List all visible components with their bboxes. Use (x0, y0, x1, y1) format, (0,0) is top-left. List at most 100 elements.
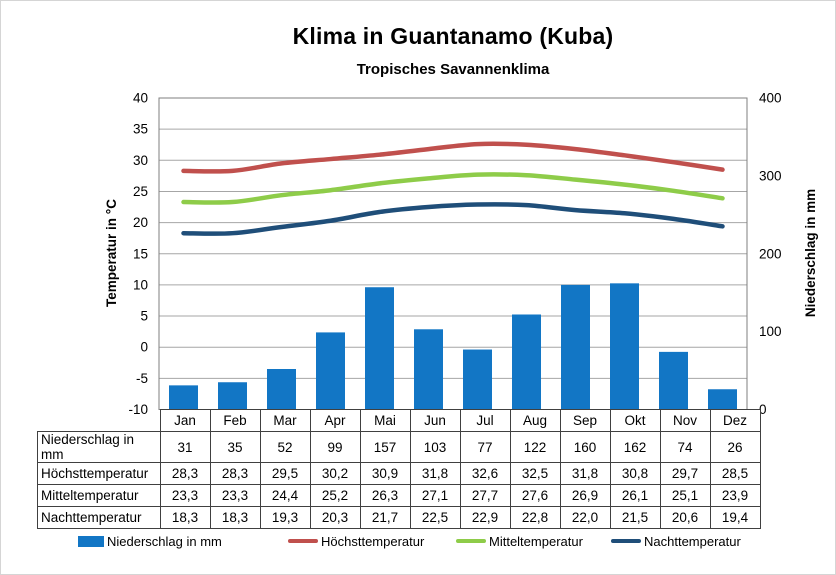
legend-item: Mitteltemperatur (456, 532, 583, 550)
table-value-cell: 157 (359, 431, 411, 463)
table-row: Nachttemperatur 18,3 18,3 19,3 20,3 21,7 22,5 2… (37, 506, 761, 529)
table-value-cell: 162 (609, 431, 661, 463)
table-value-cell: 24,4 (259, 484, 311, 507)
table-value-cell: 22,0 (559, 506, 611, 529)
table-value-cell: 52 (259, 431, 311, 463)
table-value-cell: 21,7 (359, 506, 411, 529)
table-value-cell: 77 (459, 431, 511, 463)
mean-temp-line (181, 172, 725, 205)
table-value-cell: 32,6 (459, 462, 511, 485)
table-month-header-cell: Dez (709, 409, 761, 432)
precipitation-bar (218, 382, 247, 410)
legend-label: Niederschlag in mm (107, 533, 222, 549)
table-value-cell: 22,8 (509, 506, 561, 529)
max-temp-line (181, 141, 725, 174)
y-axis-left-tick-label: 15 (133, 246, 148, 261)
table-value-cell: 28,3 (159, 462, 211, 485)
table-month-header-cell: Jul (459, 409, 511, 432)
table-value-cell: 35 (209, 431, 261, 463)
precipitation-bar (316, 332, 345, 410)
chart-subtitle: Tropisches Savannenklima (356, 61, 550, 78)
y-axis-left-tick-label: 35 (133, 122, 148, 137)
y-axis-left-tick-label: 10 (133, 277, 148, 292)
table-value-cell: 23,9 (709, 484, 761, 507)
table-value-cell: 31 (159, 431, 211, 463)
table-row-label: Mitteltemperatur (37, 484, 161, 507)
table-value-cell: 103 (409, 431, 461, 463)
y-axis-right-tick-label: 300 (759, 168, 782, 183)
table-value-cell: 30,9 (359, 462, 411, 485)
night-temp-line (181, 202, 725, 236)
table-value-cell: 26,1 (609, 484, 661, 507)
table-value-cell: 23,3 (209, 484, 261, 507)
legend-item: Nachttemperatur (611, 532, 741, 550)
table-month-header-cell: Jun (409, 409, 461, 432)
table-month-header-cell: Jan (159, 409, 211, 432)
table-value-cell: 26,9 (559, 484, 611, 507)
y-axis-right-title: Niederschlag in mm (803, 188, 818, 318)
y-axis-left-tick-label: 0 (140, 340, 148, 355)
legend: Niederschlag in mm Höchsttemperatur Mittel… (1, 532, 835, 552)
table-row: Mitteltemperatur 23,3 23,3 24,4 25,2 26,3 27,1… (37, 484, 761, 507)
table-value-cell: 22,9 (459, 506, 511, 529)
legend-item: Niederschlag in mm (78, 532, 222, 550)
precipitation-bar (414, 329, 443, 410)
precipitation-bar (659, 351, 688, 410)
y-axis-left-tick-label: 30 (133, 153, 148, 168)
y-axis-left-tick-label: -10 (128, 402, 148, 417)
table-value-cell: 27,6 (509, 484, 561, 507)
table-month-header-cell: Feb (209, 409, 261, 432)
table-month-header-cell: Okt (609, 409, 661, 432)
table-value-cell: 20,6 (659, 506, 711, 529)
table-row-label: Höchsttemperatur (37, 462, 161, 485)
table-month-header-cell: Sep (559, 409, 611, 432)
climate-table: Jan Feb Mar Apr Mai Jun Jul Aug Sep Okt Nov Dez Nied… (37, 409, 761, 529)
y-axis-left-tick-label: 5 (140, 309, 148, 324)
table-value-cell: 31,8 (559, 462, 611, 485)
precipitation-bar (561, 284, 590, 410)
y-axis-left-title: Temperatur in °C (104, 199, 119, 307)
table-month-header-cell: Apr (309, 409, 361, 432)
table-month-header-cell: Mai (359, 409, 411, 432)
legend-line-swatch-icon (456, 538, 486, 544)
table-value-cell: 22,5 (409, 506, 461, 529)
legend-label: Mitteltemperatur (489, 533, 583, 549)
table-month-header-cell: Aug (509, 409, 561, 432)
table-value-cell: 19,4 (709, 506, 761, 529)
table-blank-corner (38, 410, 161, 432)
table-value-cell: 19,3 (259, 506, 311, 529)
table-value-cell: 32,5 (509, 462, 561, 485)
legend-label: Nachttemperatur (644, 533, 741, 549)
y-axis-right-tick-label: 200 (759, 246, 782, 261)
legend-item: Höchsttemperatur (288, 532, 424, 550)
table-row-label: Niederschlag in mm (37, 431, 161, 463)
y-axis-left-tick-label: 20 (133, 215, 148, 230)
legend-bar-swatch-icon (78, 535, 104, 547)
table-value-cell: 27,1 (409, 484, 461, 507)
table-value-cell: 122 (509, 431, 561, 463)
chart-title: Klima in Guantanamo (Kuba) (292, 23, 614, 49)
y-axis-left-tick-label: 25 (133, 184, 148, 199)
table-value-cell: 30,2 (309, 462, 361, 485)
precipitation-bar (512, 314, 541, 410)
table-row: Höchsttemperatur 28,3 28,3 29,5 30,2 30,9 31,8… (37, 462, 761, 485)
table-value-cell: 27,7 (459, 484, 511, 507)
table-value-cell: 25,1 (659, 484, 711, 507)
y-axis-right-tick-label: 0 (759, 402, 767, 417)
y-axis-left-tick-label: -5 (136, 371, 148, 386)
precipitation-bar (169, 385, 198, 410)
table-value-cell: 26 (709, 431, 761, 463)
table-value-cell: 74 (659, 431, 711, 463)
precipitation-bar (463, 349, 492, 410)
precipitation-bar (708, 389, 737, 410)
table-value-cell: 28,5 (709, 462, 761, 485)
table-header-row: Jan Feb Mar Apr Mai Jun Jul Aug Sep Okt Nov Dez (38, 409, 761, 432)
precipitation-bar (365, 287, 394, 410)
table-value-cell: 30,8 (609, 462, 661, 485)
table-value-cell: 28,3 (209, 462, 261, 485)
legend-label: Höchsttemperatur (321, 533, 425, 549)
table-value-cell: 18,3 (159, 506, 211, 529)
y-axis-right-tick-label: 100 (759, 324, 782, 339)
